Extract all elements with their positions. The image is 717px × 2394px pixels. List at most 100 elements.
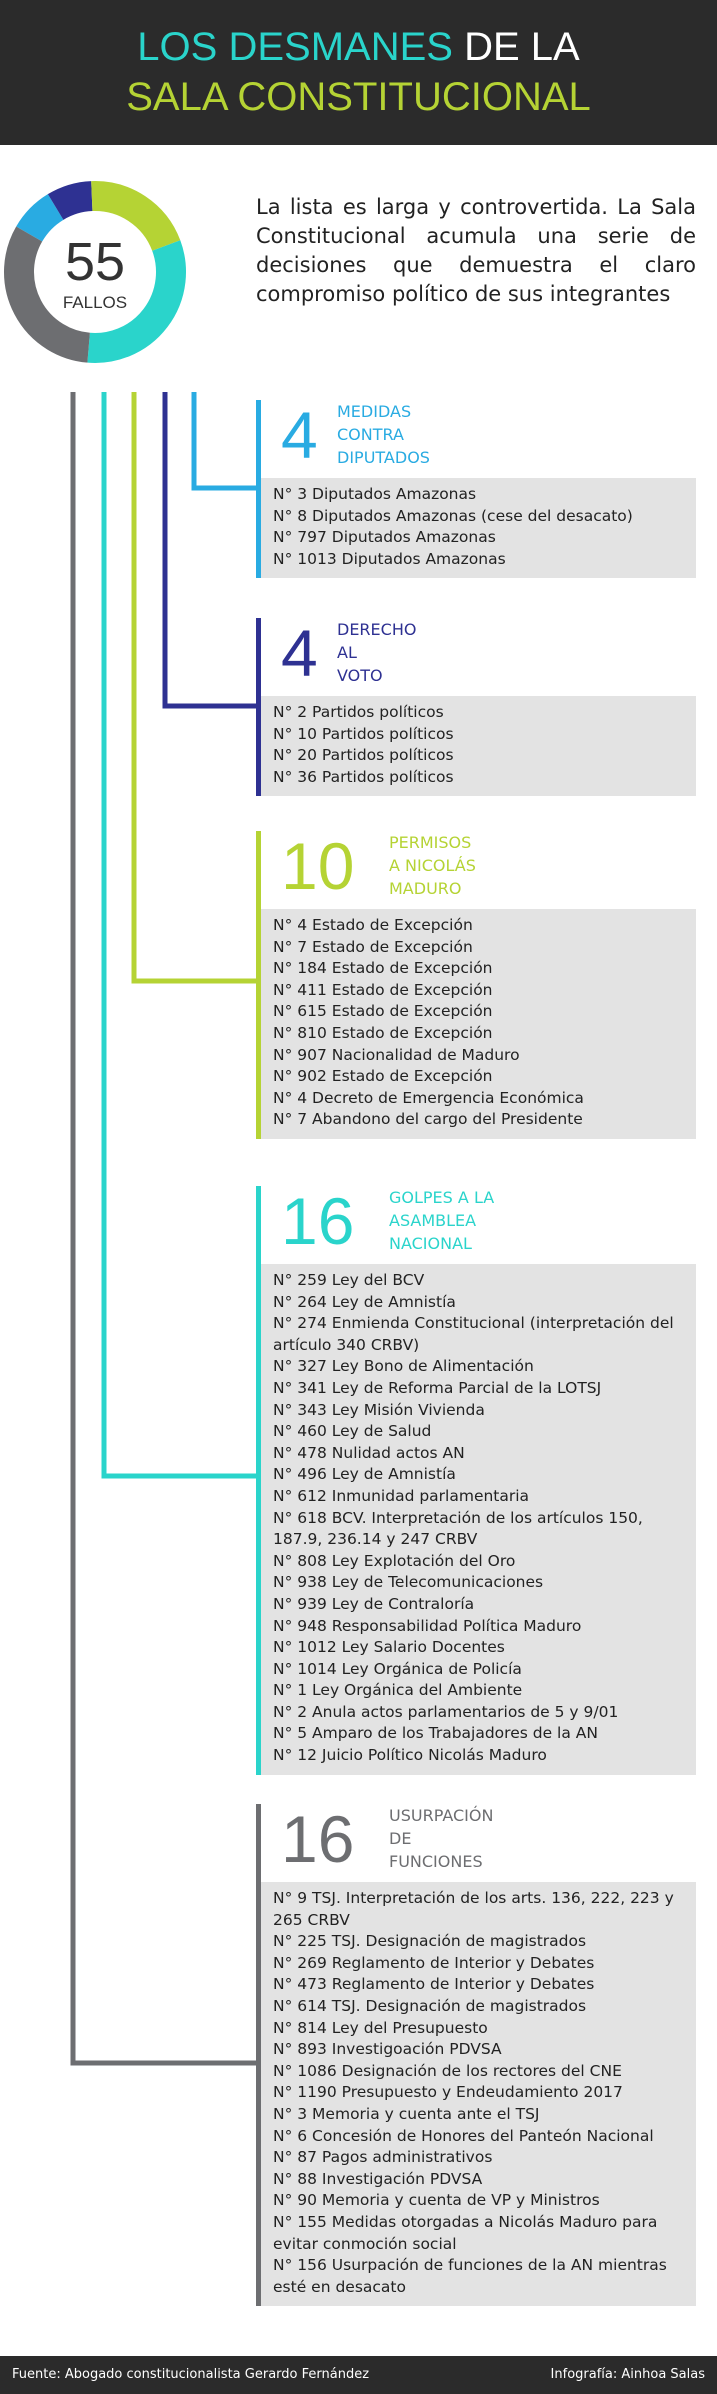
connector — [70, 392, 258, 2066]
title-part: LOS DESMANES — [137, 25, 453, 69]
section: 16 GOLPES A LA ASAMBLEA NACIONAL N° 259 Le… — [256, 1184, 696, 1775]
donut-slice — [47, 181, 94, 221]
item: N° 1013 Diputados Amazonas — [273, 549, 506, 568]
item: N° 9 TSJ. Interpretación de los arts. 13… — [273, 1889, 674, 1929]
item-list: N° 259 Ley del BCV N° 264 Ley de Amnistía… — [261, 1264, 696, 1775]
item-list: N° 4 Estado de Excepción N° 7 Estado de E… — [261, 909, 696, 1139]
item: N° 341 Ley de Reforma Parcial de la LOTS… — [273, 1378, 602, 1397]
item: N° 343 Ley Misión Vivienda — [273, 1400, 485, 1419]
section-title: DERECHO AL VOTO — [337, 620, 417, 685]
item: N° 3 Memoria y cuenta ante el TSJ — [273, 2104, 540, 2123]
item: N° 20 Partidos políticos — [273, 746, 454, 765]
section-count: 4 — [281, 616, 318, 690]
item: N° 7 Abandono del cargo del Presidente — [273, 1110, 583, 1129]
item: N° 3 Diputados Amazonas — [273, 485, 477, 503]
item: N° 264 Ley de Amnistía — [273, 1292, 456, 1311]
item: N° 411 Estado de Excepción — [273, 980, 493, 999]
section-title: MEDIDAS CONTRA DIPUTADOS — [337, 402, 430, 467]
item: N° 808 Ley Explotación del Oro — [273, 1551, 516, 1570]
item: N° 4 Decreto de Emergencia Económica — [273, 1088, 584, 1107]
item: N° 814 Ley del Presupuesto — [273, 2018, 488, 2037]
credit: Infografía: Ainhoa Salas — [550, 2367, 705, 2382]
title-part: SALA CONSTITUCIONAL — [126, 75, 591, 119]
item: N° 810 Estado de Excepción — [273, 1023, 493, 1042]
item: N° 473 Reglamento de Interior y Debates — [273, 1975, 595, 1994]
section-title: PERMISOS A NICOLÁS MADURO — [389, 833, 476, 898]
item: N° 614 TSJ. Designación de magistrados — [273, 1996, 587, 2015]
item: N° 1012 Ley Salario Docentes — [273, 1638, 505, 1657]
section-header: 4 MEDIDAS CONTRA DIPUTADOS — [261, 398, 696, 478]
connector — [131, 392, 258, 984]
section-header: 16 USURPACIÓN DE FUNCIONES — [261, 1802, 696, 1882]
item: N° 4 Estado de Excepción — [273, 916, 473, 934]
item: N° 8 Diputados Amazonas (cese del desaca… — [273, 506, 633, 525]
item: N° 615 Estado de Excepción — [273, 1002, 493, 1021]
item: N° 36 Partidos políticos — [273, 767, 454, 786]
item-list: N° 2 Partidos políticos N° 10 Partidos po… — [261, 696, 696, 797]
item: N° 10 Partidos políticos — [273, 724, 454, 743]
section-count: 10 — [281, 829, 355, 903]
section: 4 DERECHO AL VOTO N° 2 Partidos políticos N… — [256, 616, 696, 797]
item: N° 797 Diputados Amazonas — [273, 528, 496, 547]
donut-slice — [4, 226, 91, 363]
item: N° 1 Ley Orgánica del Ambiente — [273, 1681, 523, 1700]
item: N° 327 Ley Bono de Alimentación — [273, 1357, 534, 1376]
item: N° 155 Medidas otorgadas a Nicolás Madur… — [273, 2212, 658, 2253]
section: 10 PERMISOS A NICOLÁS MADURO N° 4 Estado d… — [256, 829, 696, 1139]
section-header: 10 PERMISOS A NICOLÁS MADURO — [261, 829, 696, 909]
header: LOS DESMANES DE LA SALA CONSTITUCIONAL — [0, 0, 717, 145]
intro: La lista es larga y controvertida. La Sa… — [256, 195, 696, 306]
item: N° 907 Nacionalidad de Maduro — [273, 1045, 520, 1064]
item: N° 496 Ley de Amnistía — [273, 1465, 456, 1484]
item: N° 12 Juicio Político Nicolás Maduro — [273, 1746, 547, 1765]
item: N° 5 Amparo de los Trabajadores de la AN — [273, 1724, 598, 1743]
item: N° 460 Ley de Salud — [273, 1422, 432, 1441]
section-count: 4 — [281, 398, 318, 472]
item: N° 618 BCV. Interpretación de los artícu… — [273, 1508, 643, 1549]
item: N° 1014 Ley Orgánica de Policía — [273, 1659, 522, 1678]
footer: Fuente: Abogado constitucionalista Gerar… — [0, 2356, 717, 2394]
connector — [191, 392, 258, 491]
section-title: GOLPES A LA ASAMBLEA NACIONAL — [389, 1188, 495, 1253]
item: N° 7 Estado de Excepción — [273, 937, 473, 956]
item: N° 259 Ley del BCV — [273, 1271, 425, 1289]
donut-slice — [91, 181, 181, 252]
item: N° 184 Estado de Excepción — [273, 959, 493, 978]
item: N° 902 Estado de Excepción — [273, 1067, 493, 1086]
item: N° 90 Memoria y cuenta de VP y Ministros — [273, 2191, 600, 2210]
section-count: 16 — [281, 1184, 355, 1258]
source: Fuente: Abogado constitucionalista Gerar… — [12, 2367, 370, 2382]
item: N° 612 Inmunidad parlamentaria — [273, 1486, 530, 1505]
item: N° 88 Investigación PDVSA — [273, 2169, 483, 2188]
item: N° 6 Concesión de Honores del Panteón Na… — [273, 2126, 654, 2145]
donut-slice — [16, 194, 64, 243]
section-count: 16 — [281, 1802, 355, 1876]
item: N° 269 Reglamento de Interior y Debates — [273, 1953, 595, 1972]
section: 16 USURPACIÓN DE FUNCIONES N° 9 TSJ. Inter… — [256, 1802, 696, 2307]
connector — [101, 392, 258, 1479]
item-list: N° 3 Diputados Amazonas N° 8 Diputados Am… — [261, 478, 696, 579]
center-label: FALLOS — [63, 293, 127, 312]
item: N° 225 TSJ. Designación de magistrados — [273, 1932, 587, 1951]
title-part: DE LA — [464, 25, 580, 69]
item: N° 1086 Designación de los rectores del … — [273, 2061, 622, 2080]
section-header: 16 GOLPES A LA ASAMBLEA NACIONAL — [261, 1184, 696, 1264]
item: N° 274 Enmienda Constitucional (interpre… — [273, 1314, 674, 1354]
item: N° 156 Usurpación de funciones de la AN … — [273, 2256, 667, 2296]
item: N° 939 Ley de Contraloría — [273, 1594, 475, 1613]
item: N° 478 Nulidad actos AN — [273, 1443, 465, 1462]
item: N° 893 Investigoación PDVSA — [273, 2040, 502, 2059]
item-list: N° 9 TSJ. Interpretación de los arts. 13… — [261, 1882, 696, 2307]
item: N° 2 Anula actos parlamentarios de 5 y 9… — [273, 1702, 619, 1721]
section: 4 MEDIDAS CONTRA DIPUTADOS N° 3 Diputados … — [256, 398, 696, 579]
item: N° 948 Responsabilidad Política Maduro — [273, 1616, 582, 1635]
item: N° 1190 Presupuesto y Endeudamiento 2017 — [273, 2083, 623, 2102]
center-value: 55 — [65, 232, 125, 292]
item: N° 2 Partidos políticos — [273, 703, 444, 721]
section-title: USURPACIÓN DE FUNCIONES — [389, 1806, 494, 1871]
item: N° 87 Pagos administrativos — [273, 2148, 493, 2167]
connector — [162, 392, 258, 709]
item: N° 938 Ley de Telecomunicaciones — [273, 1573, 544, 1592]
